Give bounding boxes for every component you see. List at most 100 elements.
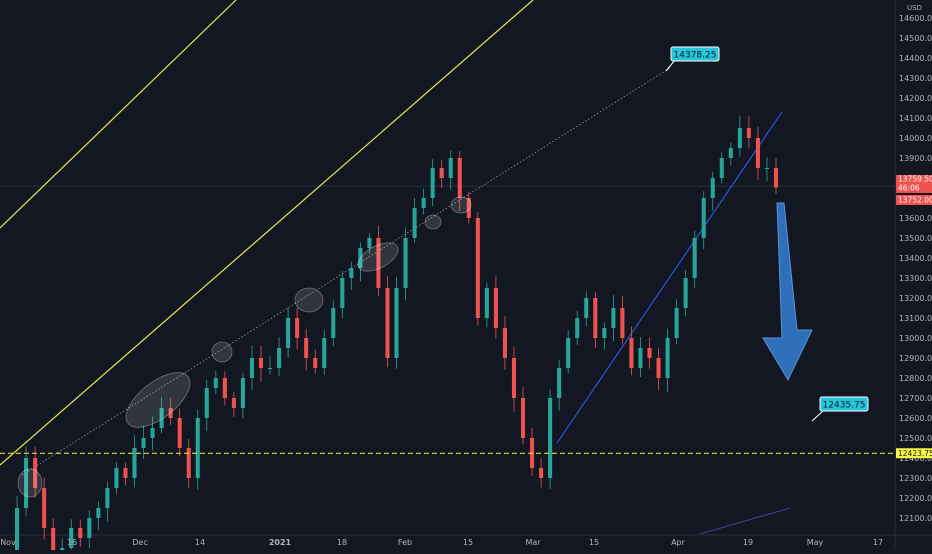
time-tick-label: 15 (589, 538, 599, 547)
candle-body (728, 148, 733, 158)
time-tick-label: 16 (67, 538, 77, 547)
candle-body (240, 378, 245, 408)
candle-body (24, 458, 29, 508)
candle-body (304, 338, 309, 358)
dotted-trend-line (21, 67, 671, 476)
candle-body (195, 418, 200, 478)
price-tick-label: 14600.00 (899, 14, 932, 23)
highlight-ellipse (424, 214, 442, 230)
candle-body (258, 358, 264, 368)
candle-body (213, 378, 218, 388)
candle-body (475, 218, 480, 318)
candle-body (277, 348, 282, 368)
candle-body (295, 318, 300, 338)
time-tick-label: 19 (743, 538, 753, 547)
candle-body (42, 488, 47, 528)
candle-body (520, 398, 526, 438)
price-tick-label: 14200.00 (899, 94, 932, 103)
channel-line-upper (0, 0, 237, 229)
price-tick-label: 12100.00 (899, 514, 932, 523)
candle-body (159, 408, 164, 428)
price-tick-label: 12300.00 (899, 474, 932, 483)
lower-target-label: 12435.75 (823, 401, 866, 411)
price-tick-label: 14100.00 (899, 114, 932, 123)
candle-body (629, 338, 634, 368)
price-tick-label: 13100.00 (899, 314, 932, 323)
currency-label: USD (907, 4, 922, 12)
candle-body (69, 528, 74, 548)
candle-body (114, 468, 119, 488)
highlight-ellipse (357, 242, 399, 272)
highlight-ellipse (211, 341, 233, 363)
candle-body (222, 378, 227, 398)
candle-body (493, 288, 498, 328)
candle-body (204, 388, 209, 418)
candle-body (267, 368, 273, 369)
candle-body (764, 168, 769, 169)
support-price-badge: 12423.75 (898, 449, 932, 458)
price-tick-label: 12500.00 (899, 434, 932, 443)
candle-body (719, 158, 724, 178)
candle-body (737, 128, 742, 148)
candle-body (87, 518, 92, 538)
candle-body (593, 298, 598, 338)
price-tick-label: 13000.00 (899, 334, 932, 343)
highlight-ellipse (294, 287, 324, 313)
channel-line-lower (0, 0, 534, 466)
candle-body (33, 458, 38, 488)
price-tick-label: 12400.00 (899, 454, 932, 463)
lower-target-label-leader (811, 409, 825, 422)
candle-body (575, 318, 580, 338)
candle-body (746, 128, 751, 138)
candle-body (394, 288, 399, 358)
price-tick-label: 13300.00 (899, 274, 932, 283)
time-tick-label: Nov (0, 538, 16, 547)
highlight-ellipse (450, 196, 472, 214)
drawings-layer (0, 0, 791, 535)
candle-body (349, 268, 354, 278)
candle-body (412, 208, 417, 238)
candle-body (313, 358, 318, 368)
upper-target-label-box (670, 46, 720, 62)
candle-body (15, 508, 20, 554)
candle-body (602, 328, 607, 338)
candle-body (638, 348, 643, 368)
candle-body (150, 428, 155, 438)
time-tick-label: 15 (463, 538, 473, 547)
last-price-badge: 13759.50 (898, 175, 932, 184)
candle-body (701, 198, 706, 238)
countdown-badge: 46:06 (898, 184, 920, 193)
candle-body (665, 338, 670, 378)
candles-layer (15, 115, 779, 554)
countdown-badge-bg (896, 184, 932, 193)
candle-body (51, 528, 56, 554)
candle-body (674, 308, 679, 338)
price-tick-label: 13400.00 (899, 254, 932, 263)
candle-body (430, 168, 435, 198)
candle-body (385, 288, 390, 358)
candle-body (421, 198, 426, 208)
time-tick-label: 17 (873, 538, 883, 547)
time-axis[interactable]: Nov 16 Dec 14 2021 18 Feb 15 Mar 15 Apr 19 May 17 (0, 538, 883, 547)
candle-body (186, 448, 191, 478)
candle-body (78, 528, 83, 538)
candle-body (620, 308, 625, 338)
highlight-ellipse (17, 468, 43, 498)
candle-body (566, 338, 571, 368)
lower-target-label-box (819, 396, 869, 412)
upper-target-label-leader (665, 59, 676, 72)
candle-body (358, 248, 363, 268)
time-tick-label: Apr (671, 538, 686, 547)
price-axis[interactable]: 14600.00 14500.00 14400.00 14300.00 14200.00… (899, 14, 932, 523)
secondary-price-badge-bg (896, 195, 932, 205)
candle-body (611, 308, 616, 328)
candle-body (123, 468, 128, 478)
candle-body (340, 278, 345, 308)
price-tick-label: 13600.00 (899, 214, 932, 223)
support-price-badge-bg (896, 448, 932, 459)
faint-trend-line (699, 507, 791, 535)
